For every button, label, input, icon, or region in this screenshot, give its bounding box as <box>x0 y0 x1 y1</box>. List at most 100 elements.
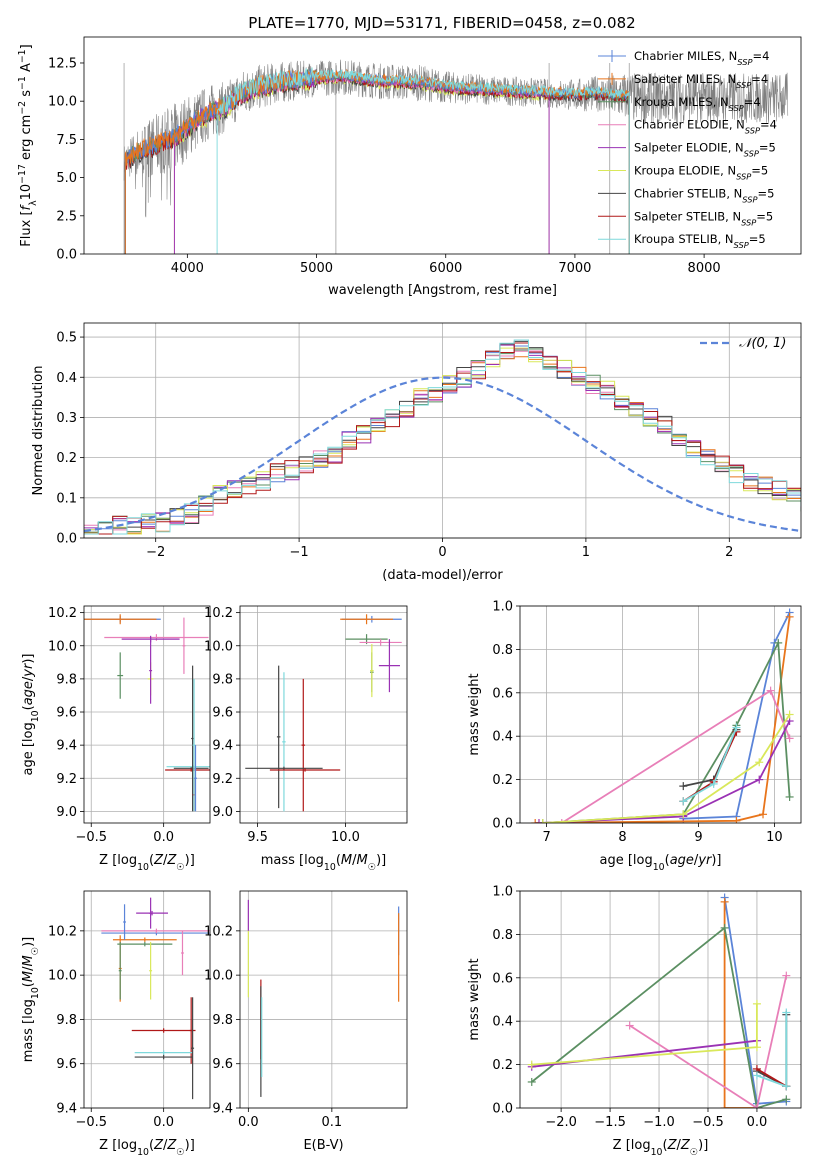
x-tick-label: 10 <box>766 830 783 845</box>
label-part: erg cm <box>19 115 34 164</box>
x-tick-label: 0.0 <box>153 1115 174 1130</box>
label-part: =4 <box>751 72 768 86</box>
label-part: =5 <box>751 164 768 178</box>
label-part: Flux [ <box>19 210 34 246</box>
legend-label: Kroupa ELODIE, NSSP=5 <box>634 164 768 182</box>
axes-decoration: 9.5 10.0 9.0 9.2 9.4 9.6 9.8 10.0 10.2 mass [log1… <box>204 605 408 873</box>
y-tick-label: 10.0 <box>204 969 233 984</box>
x-axis-label: E(B-V) <box>303 1138 343 1153</box>
label-part: )] <box>698 1138 708 1153</box>
axis-frame <box>83 890 211 1109</box>
legend-label: Kroupa MILES, NSSP=4 <box>634 95 761 113</box>
x-tick-label: 6000 <box>429 261 462 276</box>
label-part: Z <box>153 1138 164 1153</box>
x-axis-label: mass [log10(M/M☉)] <box>261 853 387 873</box>
x-axis-label: Z [log10(Z/Z☉)] <box>99 853 195 873</box>
legend: Chabrier MILES, NSSP=4 Salpeter MILES, N S… <box>598 49 777 250</box>
label-part: 10 <box>137 1147 149 1158</box>
label-part: ( <box>665 853 670 868</box>
label-part: 10 <box>137 862 149 873</box>
label-part: SSP <box>734 240 749 250</box>
label-part: ( <box>663 1138 668 1153</box>
label-part: yr <box>697 853 713 868</box>
legend-label: Chabrier MILES, NSSP=4 <box>634 49 769 67</box>
y-tick-label: 9.8 <box>212 1013 233 1028</box>
y-axis-label: Normed distribution <box>31 366 46 496</box>
series-line-salpeter-miles <box>723 901 757 1108</box>
label-part: age <box>21 681 36 705</box>
panel-spectrum: 4000 5000 6000 7000 8000 0.0 2.5 5.0 7.5 10.0 12.5… <box>17 36 802 298</box>
label-part: Z [log <box>613 1138 651 1153</box>
x-axis-label: Z [log10(Z/Z☉)] <box>613 1138 709 1158</box>
legend-label: Salpeter ELODIE, NSSP=5 <box>634 141 776 159</box>
label-part: ☉ <box>176 862 184 873</box>
y-tick-label: 0.4 <box>492 1015 513 1030</box>
label-part: λ <box>28 200 39 206</box>
y-tick-label: 9.4 <box>212 1102 233 1117</box>
label-part: Chabrier ELODIE, N <box>634 118 745 132</box>
y-tick-label: 9.0 <box>56 805 77 820</box>
hist-chabrier-stelib <box>84 340 801 535</box>
series-line-salpeter-stelib <box>756 1068 787 1088</box>
x-tick-label: 8 <box>618 830 626 845</box>
y-tick-label: 10.2 <box>204 924 233 939</box>
y-axis-label: mass weight <box>467 673 482 755</box>
label-part: Chabrier STELIB, N <box>634 186 742 200</box>
label-part: Z <box>680 1138 691 1153</box>
y-tick-label: 10.2 <box>204 606 233 621</box>
x-tick-label: 10.0 <box>331 830 360 845</box>
label-part: 10 <box>30 710 41 722</box>
axes-decoration: −2.0 −1.5 −1.0 −0.5 0.0 0.0 0.2 0.4 0.6 0.8 1.0 Z [… <box>467 885 802 1158</box>
y-tick-label: 0.6 <box>492 686 513 701</box>
x-axis-label: age [log10(age/yr)] <box>599 853 721 873</box>
series-line-kroupa-miles <box>531 926 787 1108</box>
y-tick-label: 0.2 <box>56 451 77 466</box>
x-tick-label: −0.5 <box>75 830 107 845</box>
plot-area <box>84 339 801 535</box>
y-tick-label: 0.4 <box>492 730 513 745</box>
label-part: / <box>694 853 699 868</box>
panel-age-vs-z: −0.5 0.09.09.29.49.69.810.010.2Z [log10(Z… <box>21 605 211 873</box>
label-part: 10 <box>324 862 336 873</box>
label-part: =4 <box>760 118 777 132</box>
label-part: s <box>19 90 34 101</box>
y-tick-label: 10.0 <box>48 639 77 654</box>
label-part: )] <box>711 853 721 868</box>
axis-frame <box>83 36 802 255</box>
label-part: SSP <box>736 172 751 182</box>
y-tick-label: 10.2 <box>48 606 77 621</box>
plot-area <box>123 59 789 254</box>
y-tick-label: 9.0 <box>212 805 233 820</box>
series-line-salpeter-miles <box>535 616 791 823</box>
y-tick-label: 0.3 <box>56 411 77 426</box>
plot-area <box>247 899 400 1097</box>
normal-legend-label: 𝒩(0, 1) <box>739 336 786 351</box>
label-part: / <box>21 966 36 971</box>
y-tick-label: 0.6 <box>492 971 513 986</box>
y-tick-label: 5.0 <box>56 171 77 186</box>
label-part: / <box>163 853 168 868</box>
label-part: SSP <box>744 149 759 159</box>
x-tick-label: 0.0 <box>747 1115 768 1130</box>
plot-area <box>531 608 794 823</box>
label-part: M <box>341 853 352 868</box>
x-tick-label: −1.5 <box>594 1115 626 1130</box>
label-part: =5 <box>759 141 776 155</box>
model-line-salpeter-miles <box>124 67 630 254</box>
label-part: ☉ <box>368 862 376 873</box>
label-part: 10 <box>651 1147 663 1158</box>
label-part: ☉ <box>690 1147 698 1158</box>
label-part: Salpeter MILES, N <box>634 72 736 86</box>
label-part: mass [log <box>261 853 324 868</box>
x-tick-label: 0.1 <box>322 1115 343 1130</box>
legend-label: Chabrier ELODIE, NSSP=4 <box>634 118 777 136</box>
y-axis-label: mass weight <box>467 958 482 1040</box>
y-axis-label: Flux [fλ10−17 erg cm−2 s−1 A−1] <box>17 44 39 246</box>
normal-curve <box>84 376 799 533</box>
axes-decoration: 4000 5000 6000 7000 8000 0.0 2.5 5.0 7.5 10.0 12.5… <box>17 36 802 298</box>
label-part: ☉ <box>176 1147 184 1158</box>
x-axis-label: wavelength [Angstrom, rest frame] <box>328 283 557 298</box>
figure-title: PLATE=1770, MJD=53171, FIBERID=0458, z=0… <box>248 14 635 32</box>
label-part: Salpeter ELODIE, N <box>634 141 744 155</box>
